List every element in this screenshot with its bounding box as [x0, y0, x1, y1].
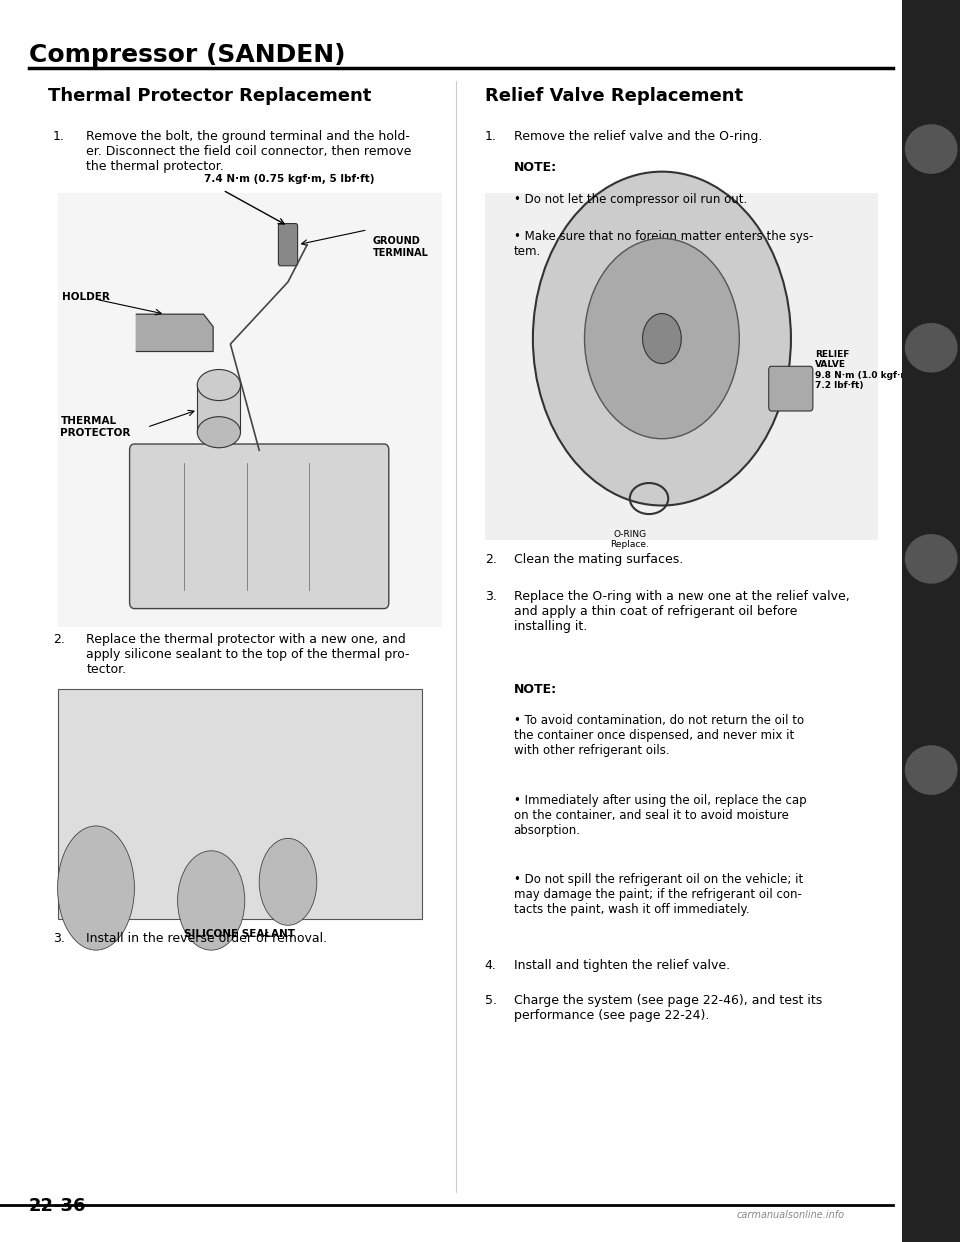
Ellipse shape — [197, 370, 240, 400]
Text: Remove the relief valve and the O-ring.: Remove the relief valve and the O-ring. — [514, 130, 762, 143]
Circle shape — [642, 313, 682, 364]
Text: 5.: 5. — [485, 994, 497, 1006]
Text: Remove the bolt, the ground terminal and the hold-
er. Disconnect the field coil: Remove the bolt, the ground terminal and… — [86, 130, 412, 174]
Text: Compressor (SANDEN): Compressor (SANDEN) — [29, 43, 346, 67]
Circle shape — [585, 238, 739, 438]
Ellipse shape — [904, 124, 957, 174]
Text: • Do not let the compressor oil run out.: • Do not let the compressor oil run out. — [514, 193, 747, 205]
Ellipse shape — [904, 745, 957, 795]
Bar — [485, 193, 878, 540]
Text: 7.4 N·m (0.75 kgf·m, 5 lbf·ft): 7.4 N·m (0.75 kgf·m, 5 lbf·ft) — [204, 174, 374, 184]
Text: • Immediately after using the oil, replace the cap
on the container, and seal it: • Immediately after using the oil, repla… — [514, 794, 806, 837]
Text: 3.: 3. — [485, 590, 496, 602]
Text: 1.: 1. — [53, 130, 64, 143]
Text: 2.: 2. — [485, 553, 496, 565]
Bar — [58, 689, 422, 919]
Text: RELIEF
VALVE
9.8 N·m (1.0 kgf·m,
7.2 lbf·ft): RELIEF VALVE 9.8 N·m (1.0 kgf·m, 7.2 lbf… — [815, 350, 913, 390]
Ellipse shape — [178, 851, 245, 950]
Text: NOTE:: NOTE: — [514, 683, 557, 696]
Text: GROUND
TERMINAL: GROUND TERMINAL — [372, 236, 428, 257]
Text: Clean the mating surfaces.: Clean the mating surfaces. — [514, 553, 683, 565]
Polygon shape — [136, 314, 213, 351]
Ellipse shape — [58, 826, 134, 950]
FancyBboxPatch shape — [198, 383, 240, 432]
Text: NOTE:: NOTE: — [514, 161, 557, 174]
Text: • To avoid contamination, do not return the oil to
the container once dispensed,: • To avoid contamination, do not return … — [514, 714, 804, 758]
Text: SILICONE SEALANT: SILICONE SEALANT — [184, 929, 296, 939]
FancyBboxPatch shape — [769, 366, 813, 411]
FancyBboxPatch shape — [278, 224, 298, 266]
Ellipse shape — [904, 323, 957, 373]
Text: carmanualsonline.info: carmanualsonline.info — [736, 1210, 845, 1220]
Bar — [902, 0, 960, 1242]
FancyBboxPatch shape — [130, 445, 389, 609]
Text: Charge the system (see page 22-46), and test its
performance (see page 22-24).: Charge the system (see page 22-46), and … — [514, 994, 822, 1022]
Text: HOLDER: HOLDER — [62, 292, 110, 302]
Circle shape — [533, 171, 791, 505]
Text: Install and tighten the relief valve.: Install and tighten the relief valve. — [514, 959, 730, 971]
Text: • Do not spill the refrigerant oil on the vehicle; it
may damage the paint; if t: • Do not spill the refrigerant oil on th… — [514, 873, 803, 917]
Text: THERMAL
PROTECTOR: THERMAL PROTECTOR — [60, 416, 131, 438]
Bar — [58, 193, 442, 627]
Text: 22-36: 22-36 — [29, 1197, 86, 1215]
Text: Install in the reverse order of removal.: Install in the reverse order of removal. — [86, 932, 327, 944]
Text: Thermal Protector Replacement: Thermal Protector Replacement — [48, 87, 372, 104]
Text: 1.: 1. — [485, 130, 496, 143]
Ellipse shape — [259, 838, 317, 925]
Text: Replace the O-ring with a new one at the relief valve,
and apply a thin coat of : Replace the O-ring with a new one at the… — [514, 590, 850, 633]
Text: • Make sure that no foreign matter enters the sys-
tem.: • Make sure that no foreign matter enter… — [514, 230, 813, 258]
Text: 2.: 2. — [53, 633, 64, 646]
Ellipse shape — [904, 534, 957, 584]
Text: Replace the thermal protector with a new one, and
apply silicone sealant to the : Replace the thermal protector with a new… — [86, 633, 410, 677]
Ellipse shape — [197, 417, 240, 448]
Text: O-RING
Replace.: O-RING Replace. — [611, 529, 649, 549]
Text: 4.: 4. — [485, 959, 496, 971]
Text: 3.: 3. — [53, 932, 64, 944]
Text: Relief Valve Replacement: Relief Valve Replacement — [485, 87, 743, 104]
